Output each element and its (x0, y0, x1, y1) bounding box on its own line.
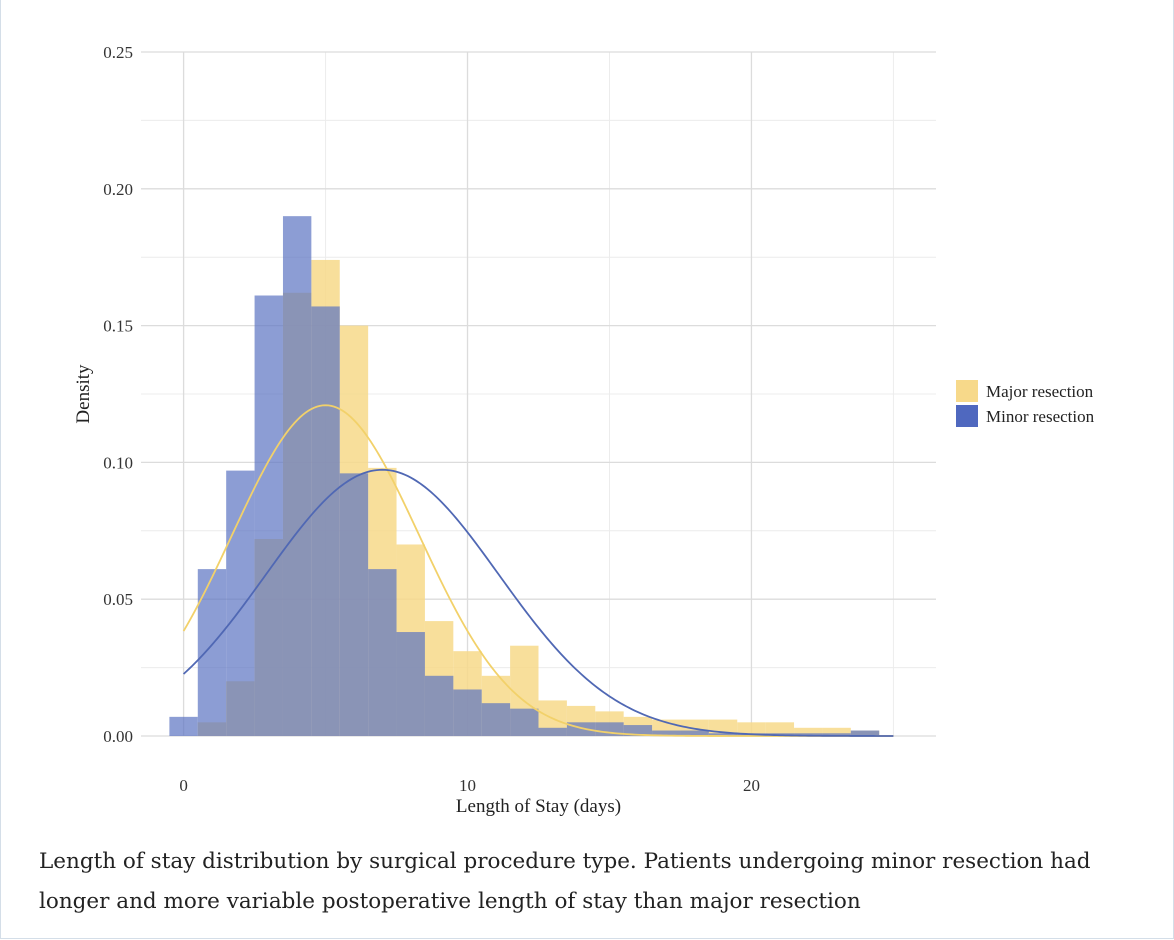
minor-resection-bar (396, 632, 425, 736)
minor-resection-bar (680, 730, 709, 736)
y-tick-label: 0.15 (103, 317, 133, 336)
major-legend-swatch (956, 380, 978, 402)
minor-resection-bar (311, 306, 340, 736)
x-tick-label: 0 (179, 776, 188, 795)
major-resection-bar (822, 727, 851, 736)
major-legend-label: Major resection (986, 382, 1094, 401)
minor-resection-bar (169, 716, 198, 736)
minor-resection-bar (481, 703, 511, 736)
x-axis-title: Length of Stay (days) (456, 796, 621, 817)
minor-resection-bar (368, 569, 397, 736)
density-histogram-chart: 0.00 0.05 0.10 0.15 0.20 0.25 0 10 20 Major rese… (73, 43, 1095, 817)
major-resection-bar (737, 722, 766, 736)
x-tick-label: 10 (459, 776, 476, 795)
minor-legend-label: Minor resection (986, 407, 1095, 426)
minor-resection-bar (510, 708, 539, 736)
minor-resection-bar (453, 689, 482, 736)
minor-resection-bar (538, 727, 567, 736)
minor-resection-bar (652, 730, 681, 736)
minor-resection-bar (282, 216, 312, 736)
minor-resection-bar (254, 295, 283, 736)
minor-resection-bar (339, 473, 369, 736)
y-tick-label: 0.10 (103, 453, 133, 472)
minor-resection-bar (424, 675, 454, 736)
major-resection-bar (765, 722, 795, 736)
minor-resection-bar (708, 733, 738, 736)
density-curves (182, 404, 894, 737)
minor-legend-swatch (956, 405, 978, 427)
minor-resection-bar (623, 725, 653, 736)
major-resection-bar (794, 727, 823, 736)
minor-resection-bar (197, 569, 227, 736)
y-tick-label: 0.20 (103, 180, 133, 199)
x-tick-label: 20 (743, 776, 760, 795)
y-tick-label: 0.05 (103, 590, 133, 609)
legend: Major resection Minor resection (956, 380, 1095, 427)
figure-caption: Length of stay distribution by surgical … (39, 849, 1091, 914)
minor-resection-bar (822, 733, 851, 736)
tick-labels: 0.00 0.05 0.10 0.15 0.20 0.25 0 10 20 (103, 43, 760, 795)
minor-resection-bar (226, 470, 255, 736)
minor-resection-bars (169, 216, 880, 736)
y-tick-label: 0.00 (103, 727, 133, 746)
y-tick-label: 0.25 (103, 43, 133, 62)
minor-resection-density-curve (182, 468, 894, 737)
minor-resection-bar (794, 733, 823, 736)
y-axis-title: Density (73, 364, 94, 424)
minor-resection-bar (850, 730, 880, 736)
